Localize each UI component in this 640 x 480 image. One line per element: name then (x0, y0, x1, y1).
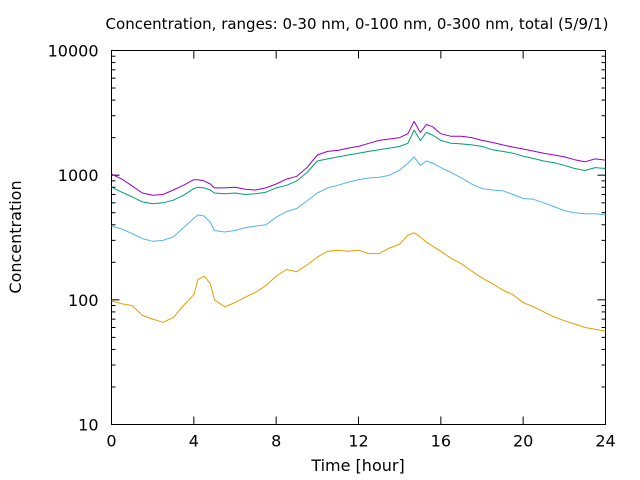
series-line-2 (111, 156, 606, 242)
y-tick-label: 100 (68, 291, 99, 310)
x-axis-title: Time [hour] (310, 456, 404, 475)
series-layer (111, 120, 606, 332)
x-tick-label: 0 (106, 432, 116, 451)
x-tick-label: 16 (431, 432, 451, 451)
y-tick-label: 10000 (48, 42, 99, 61)
y-tick-label: 1000 (58, 166, 99, 185)
plot-area-border (111, 50, 606, 425)
x-tick-label: 24 (595, 432, 615, 451)
x-axis: 0 4 8 12 16 20 24 (106, 50, 616, 451)
y-axis-title: Concentration (6, 180, 25, 293)
y-axis: 10 100 1000 10000 (48, 42, 606, 435)
x-tick-label: 8 (271, 432, 281, 451)
x-tick-label: 4 (189, 432, 199, 451)
chart-title: Concentration, ranges: 0-30 nm, 0-100 nm… (106, 15, 609, 33)
x-tick-label: 12 (348, 432, 368, 451)
x-tick-label: 20 (513, 432, 533, 451)
series-line-4 (111, 120, 606, 196)
series-line-1 (111, 232, 606, 332)
y-tick-label: 10 (78, 416, 98, 435)
series-line-3 (111, 129, 606, 205)
